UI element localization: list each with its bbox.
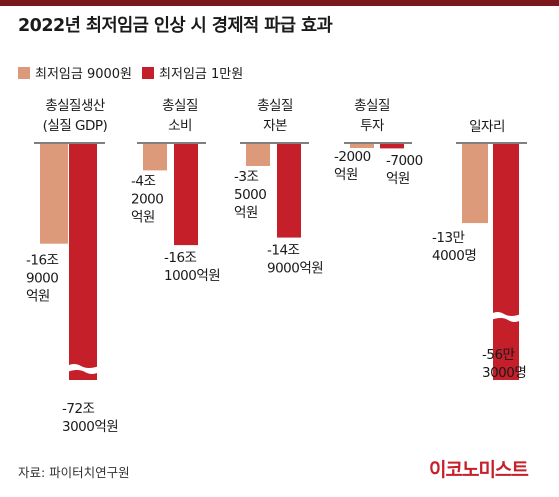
- value-label-10000-1-line-0: -16조: [164, 250, 197, 266]
- value-label-9000-3-line-0: -2000: [334, 149, 371, 165]
- value-label-9000-2-line-2: 억원: [234, 205, 258, 221]
- bar-break-0: [67, 364, 99, 374]
- chart-title: 2022년 최저임금 인상 시 경제적 파급 효과: [18, 16, 333, 36]
- value-label-10000-4: -56만 3000명: [482, 347, 526, 381]
- bar-10000-2: [277, 144, 301, 238]
- value-label-10000-1: -16조 1000억원: [164, 250, 220, 284]
- value-label-10000-2: -14조 9000억원: [267, 243, 323, 277]
- category-label-4: 일자리: [469, 119, 505, 135]
- legend-swatch-10000: [142, 66, 155, 79]
- value-label-9000-0: -16조 9000 억원: [26, 253, 59, 305]
- category-label-2-line-0: 총실질: [257, 98, 293, 114]
- source-note: 자료: 파이터치연구원: [18, 465, 130, 480]
- value-label-10000-4-line-1: 3000명: [482, 365, 526, 381]
- value-label-9000-3: -2000 억원: [334, 149, 371, 183]
- legend: 최저임금 9000원 최저임금 1만원: [18, 63, 253, 82]
- value-label-10000-1-line-1: 1000억원: [164, 268, 220, 284]
- legend-item-10000: 최저임금 1만원: [142, 63, 243, 82]
- value-label-9000-0-line-1: 9000: [26, 271, 58, 287]
- bar-9000-2: [246, 144, 270, 166]
- value-label-10000-2-line-1: 9000억원: [267, 261, 323, 277]
- legend-swatch-9000: [18, 66, 30, 79]
- bar-10000-1: [174, 144, 198, 246]
- value-label-10000-0-line-1: 3000억원: [62, 419, 118, 435]
- category-label-0: 총실질생산 (실질 GDP): [43, 98, 108, 134]
- bar-10000-4: [493, 144, 519, 380]
- category-label-0-line-1: (실질 GDP): [43, 118, 108, 134]
- category-label-1-line-0: 총실질: [162, 98, 198, 114]
- value-label-9000-1-line-1: 2000: [131, 191, 163, 207]
- category-label-0-line-0: 총실질생산: [45, 98, 105, 114]
- value-label-9000-4-line-1: 4000명: [432, 248, 476, 264]
- bar-10000-0: [69, 144, 97, 380]
- value-label-9000-4-line-0: -13만: [432, 230, 465, 246]
- value-label-9000-2-line-0: -3조: [234, 169, 258, 185]
- value-label-9000-0-line-0: -16조: [26, 253, 59, 269]
- value-label-9000-1-line-2: 억원: [131, 209, 155, 225]
- category-label-4-line-0: 일자리: [469, 119, 505, 135]
- bar-9000-1: [143, 144, 167, 171]
- value-label-9000-2: -3조 5000 억원: [234, 169, 266, 221]
- bar-9000-4: [462, 144, 488, 224]
- category-label-1-line-1: 소비: [168, 118, 192, 134]
- category-label-3-line-0: 총실질: [354, 98, 390, 114]
- legend-label-10000: 최저임금 1만원: [159, 67, 244, 82]
- bar-10000-3: [380, 144, 404, 149]
- category-label-3-line-1: 투자: [360, 118, 385, 134]
- value-label-9000-1-line-0: -4조: [131, 173, 155, 189]
- category-label-2-line-1: 자본: [263, 118, 287, 134]
- legend-item-9000: 최저임금 9000원: [18, 63, 132, 82]
- value-label-9000-2-line-1: 5000: [234, 187, 266, 203]
- value-label-10000-3-line-0: -7000: [386, 153, 423, 169]
- value-label-10000-2-line-0: -14조: [267, 243, 300, 259]
- value-label-10000-0: -72조 3000억원: [62, 401, 118, 435]
- publisher-logo: 이코노미스트: [429, 459, 529, 481]
- bar-9000-0: [40, 144, 68, 244]
- value-label-9000-0-line-2: 억원: [26, 289, 50, 305]
- top-accent-bar: [0, 0, 559, 6]
- value-label-9000-4: -13만 4000명: [432, 230, 476, 264]
- value-label-10000-0-line-0: -72조: [62, 401, 95, 417]
- legend-label-9000: 최저임금 9000원: [35, 67, 133, 82]
- value-label-10000-3: -7000 억원: [386, 153, 423, 187]
- bar-break-4: [491, 312, 521, 322]
- bar-9000-3: [350, 144, 374, 148]
- value-label-10000-4-line-0: -56만: [482, 347, 515, 363]
- value-label-9000-3-line-1: 억원: [334, 167, 358, 183]
- value-label-9000-1: -4조 2000 억원: [131, 173, 163, 225]
- value-label-10000-3-line-1: 억원: [386, 171, 410, 187]
